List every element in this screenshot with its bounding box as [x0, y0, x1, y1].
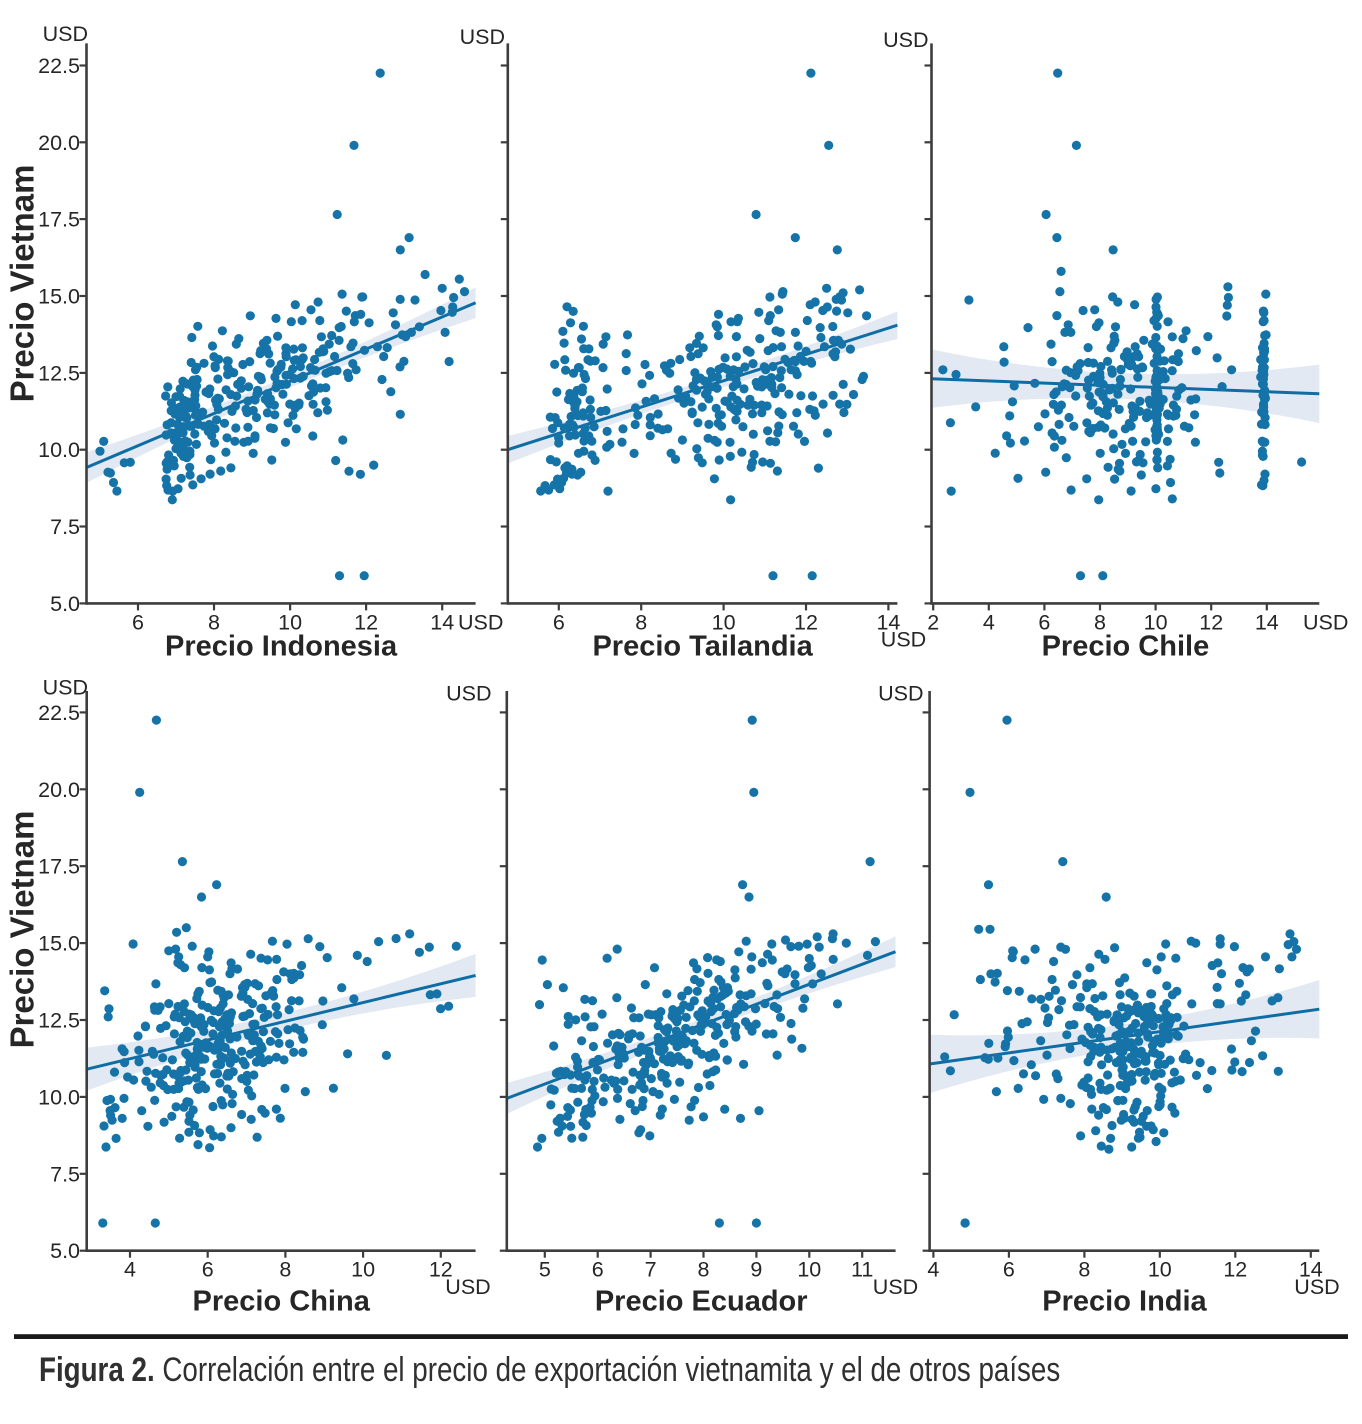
svg-text:USD: USD — [878, 682, 923, 706]
svg-text:7.5: 7.5 — [50, 1162, 80, 1186]
svg-text:5.0: 5.0 — [50, 592, 80, 616]
svg-text:11: 11 — [851, 1258, 873, 1282]
svg-text:Precio India: Precio India — [1042, 1286, 1207, 1318]
svg-text:22.5: 22.5 — [38, 54, 80, 78]
svg-text:USD: USD — [43, 676, 88, 700]
svg-text:Precio Ecuador: Precio Ecuador — [595, 1286, 808, 1318]
svg-text:4: 4 — [124, 1258, 136, 1282]
svg-text:12: 12 — [1223, 1258, 1247, 1282]
svg-text:6: 6 — [202, 1258, 214, 1282]
svg-text:6: 6 — [1038, 610, 1050, 634]
svg-text:USD: USD — [881, 627, 926, 651]
svg-text:USD: USD — [460, 25, 505, 49]
svg-text:20.0: 20.0 — [38, 778, 80, 802]
svg-text:14: 14 — [430, 610, 454, 634]
svg-text:17.5: 17.5 — [38, 208, 80, 232]
svg-text:10: 10 — [1144, 610, 1168, 634]
svg-text:5.0: 5.0 — [50, 1239, 80, 1263]
svg-text:12.5: 12.5 — [38, 361, 80, 385]
svg-text:12: 12 — [354, 610, 378, 634]
svg-text:10.0: 10.0 — [38, 438, 80, 462]
svg-text:8: 8 — [279, 1258, 291, 1282]
svg-text:8: 8 — [208, 610, 220, 634]
svg-text:Precio Tailandia: Precio Tailandia — [592, 630, 813, 662]
svg-text:8: 8 — [698, 1258, 710, 1282]
svg-text:USD: USD — [883, 28, 928, 52]
svg-text:Precio China: Precio China — [193, 1286, 371, 1318]
svg-text:USD: USD — [446, 682, 491, 706]
svg-text:12: 12 — [1199, 610, 1223, 634]
svg-text:4: 4 — [983, 610, 995, 634]
svg-text:10: 10 — [351, 1258, 375, 1282]
svg-text:14: 14 — [1299, 1258, 1323, 1282]
svg-text:2: 2 — [927, 610, 939, 634]
svg-text:10: 10 — [797, 1258, 821, 1282]
svg-text:9: 9 — [750, 1258, 762, 1282]
svg-text:15.0: 15.0 — [38, 285, 80, 309]
svg-text:6: 6 — [553, 610, 565, 634]
svg-text:10.0: 10.0 — [38, 1085, 80, 1109]
svg-text:USD: USD — [873, 1275, 918, 1299]
svg-text:15.0: 15.0 — [38, 932, 80, 956]
svg-text:20.0: 20.0 — [38, 131, 80, 155]
svg-text:8: 8 — [1078, 1258, 1090, 1282]
svg-text:Figura 2. Correlación entre el: Figura 2. Correlación entre el precio de… — [39, 1350, 1060, 1389]
svg-text:Precio Vietnam: Precio Vietnam — [4, 165, 41, 403]
svg-text:22.5: 22.5 — [38, 701, 80, 725]
svg-text:5: 5 — [539, 1258, 551, 1282]
svg-text:Precio Indonesia: Precio Indonesia — [165, 630, 398, 662]
svg-text:12: 12 — [429, 1258, 453, 1282]
svg-text:7.5: 7.5 — [50, 515, 80, 539]
svg-text:10: 10 — [1148, 1258, 1172, 1282]
svg-text:USD: USD — [43, 22, 88, 46]
svg-text:6: 6 — [132, 610, 144, 634]
svg-text:12.5: 12.5 — [38, 1009, 80, 1033]
svg-text:17.5: 17.5 — [38, 855, 80, 879]
svg-text:10: 10 — [278, 610, 302, 634]
svg-text:Precio Chile: Precio Chile — [1042, 630, 1210, 662]
svg-text:14: 14 — [876, 610, 900, 634]
svg-text:4: 4 — [927, 1258, 939, 1282]
svg-text:USD: USD — [445, 1275, 490, 1299]
svg-text:12: 12 — [794, 610, 818, 634]
svg-text:USD: USD — [458, 610, 503, 634]
svg-text:7: 7 — [645, 1258, 657, 1282]
svg-text:10: 10 — [712, 610, 736, 634]
svg-text:6: 6 — [1003, 1258, 1015, 1282]
svg-text:14: 14 — [1255, 610, 1279, 634]
svg-text:Precio Vietnam: Precio Vietnam — [4, 811, 41, 1049]
svg-text:USD: USD — [1294, 1275, 1339, 1299]
svg-text:6: 6 — [592, 1258, 604, 1282]
svg-text:8: 8 — [1094, 610, 1106, 634]
svg-text:USD: USD — [1303, 610, 1348, 634]
svg-text:8: 8 — [635, 610, 647, 634]
